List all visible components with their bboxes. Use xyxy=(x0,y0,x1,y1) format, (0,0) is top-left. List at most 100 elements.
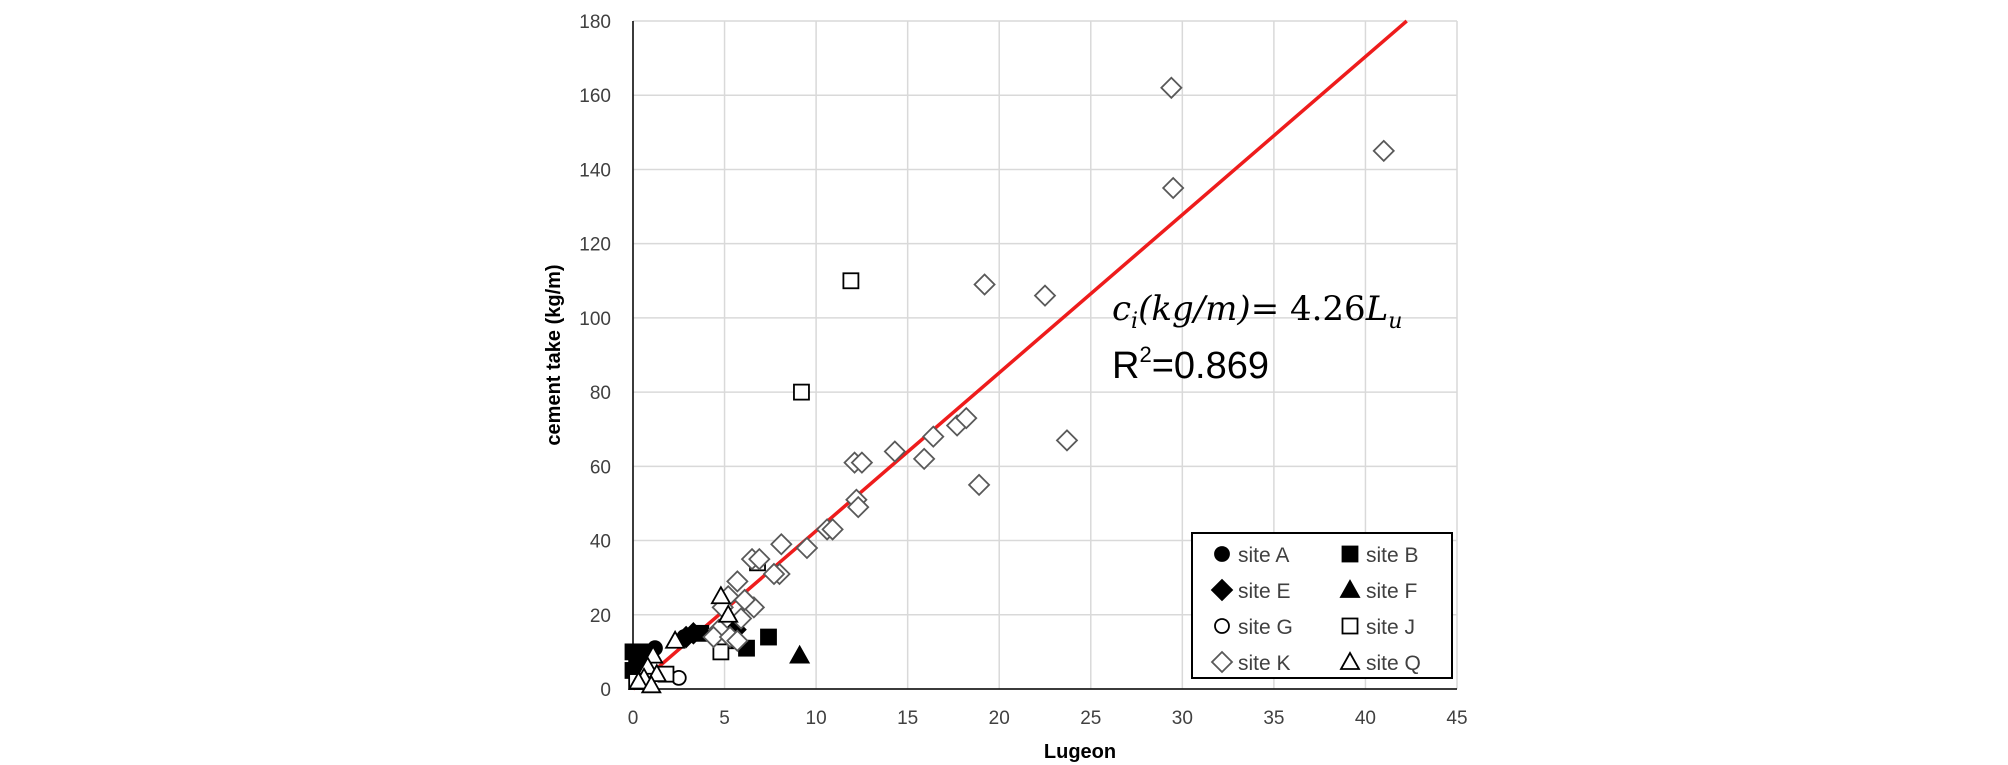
legend: site A site B site E site F site G site J site… xyxy=(1191,532,1453,679)
y-tick-labels: 0 20 40 60 80 100 120 140 160 180 xyxy=(579,12,611,701)
legend-label: site A xyxy=(1238,544,1289,567)
legend-label: site G xyxy=(1238,616,1293,639)
legend-label: site J xyxy=(1366,616,1415,639)
legend-marker xyxy=(1341,545,1359,563)
y-tick-label: 180 xyxy=(579,12,611,33)
legend-item: site J xyxy=(1341,616,1415,639)
data-point-site-k xyxy=(762,562,786,586)
legend-label: site E xyxy=(1238,580,1291,603)
legend-item: site B xyxy=(1341,544,1419,567)
x-tick-label: 5 xyxy=(719,708,730,729)
legend-label: site F xyxy=(1366,580,1417,603)
y-tick-label: 20 xyxy=(590,606,611,627)
trendline-equation: ci(kg/m)= 4.26Lu xyxy=(1112,289,1402,334)
legend-item: site F xyxy=(1339,579,1417,603)
data-point-site-k xyxy=(770,532,793,556)
data-point-site-b xyxy=(631,643,649,661)
legend-box xyxy=(1191,532,1453,679)
x-tick-label: 45 xyxy=(1446,708,1467,729)
data-point-site-k xyxy=(846,495,870,519)
data-point-site-q xyxy=(640,674,662,694)
x-tick-label: 15 xyxy=(897,708,918,729)
x-tick-label: 10 xyxy=(806,708,827,729)
data-point-site-k xyxy=(748,547,771,571)
trendline-group xyxy=(631,19,1408,691)
legend-items: site A site B site E site F site G site J site… xyxy=(1210,544,1421,675)
x-tick-label: 35 xyxy=(1263,708,1284,729)
x-tick-label: 25 xyxy=(1080,708,1101,729)
data-point-site-q xyxy=(627,670,650,690)
y-tick-label: 40 xyxy=(590,532,611,553)
data-markers xyxy=(624,76,1396,694)
x-tick-label: 40 xyxy=(1355,708,1376,729)
eq-lu: L xyxy=(1365,289,1389,329)
legend-marker xyxy=(1210,650,1234,674)
data-point-site-k xyxy=(1161,176,1185,200)
data-point-site-k xyxy=(967,473,991,497)
data-point-site-b xyxy=(760,628,777,646)
data-point-site-k xyxy=(1055,429,1079,452)
y-axis-title: cement take (kg/m) xyxy=(543,264,565,445)
data-point-site-k xyxy=(1372,139,1396,163)
x-tick-label: 20 xyxy=(989,708,1010,729)
legend-marker xyxy=(1214,546,1230,562)
r-squared-label: R2=0.869 xyxy=(1112,342,1269,387)
series-site-e xyxy=(674,618,747,649)
data-point-site-q xyxy=(710,585,732,605)
x-tick-labels: 0 5 10 15 20 25 30 35 40 45 xyxy=(628,708,1468,729)
r2-value: =0.869 xyxy=(1152,345,1269,387)
data-point-site-k xyxy=(973,273,996,296)
data-point-site-q xyxy=(664,629,686,649)
trendline xyxy=(631,19,1408,691)
y-tick-label: 60 xyxy=(590,457,611,478)
data-point-site-k xyxy=(1160,76,1183,100)
eq-ci: c xyxy=(1112,289,1131,329)
r2-sup: 2 xyxy=(1139,342,1151,367)
legend-item: site Q xyxy=(1339,651,1421,675)
y-tick-label: 100 xyxy=(579,309,611,330)
legend-label: site B xyxy=(1366,544,1419,567)
data-point-site-k xyxy=(883,440,907,463)
y-tick-label: 160 xyxy=(579,86,611,107)
data-point-site-k xyxy=(1033,284,1057,307)
data-point-site-q xyxy=(717,603,739,623)
eq-value: = 4.26 xyxy=(1251,289,1366,329)
data-point-site-e xyxy=(682,622,705,645)
data-point-site-k xyxy=(726,570,749,593)
data-point-site-f xyxy=(789,644,811,664)
x-axis-title: Lugeon xyxy=(1044,741,1116,763)
eq-units: (kg/m) xyxy=(1138,289,1251,329)
legend-label: site Q xyxy=(1366,652,1421,675)
legend-item: site E xyxy=(1210,578,1291,603)
legend-marker xyxy=(1214,618,1230,634)
eq-ci-sub: i xyxy=(1131,309,1138,334)
data-point-site-k xyxy=(821,518,844,541)
data-point-site-k xyxy=(795,536,819,560)
legend-marker xyxy=(1341,617,1359,635)
data-point-site-k xyxy=(922,425,945,448)
data-point-site-k xyxy=(954,406,978,430)
series-site-k xyxy=(702,76,1396,653)
x-tick-label: 0 xyxy=(628,708,639,729)
plot-area xyxy=(632,21,1457,690)
y-tick-label: 0 xyxy=(600,680,611,701)
data-point-site-k xyxy=(702,625,725,649)
series-site-f xyxy=(789,644,811,664)
y-tick-label: 120 xyxy=(579,235,611,256)
data-point-site-k xyxy=(912,447,936,471)
data-point-site-k xyxy=(850,451,874,474)
legend-marker xyxy=(1339,651,1361,670)
data-point-site-j xyxy=(712,643,730,661)
legend-label: site K xyxy=(1238,652,1291,675)
x-tick-label: 30 xyxy=(1172,708,1193,729)
legend-item: site G xyxy=(1214,616,1293,639)
r2-r: R xyxy=(1112,345,1139,387)
legend-item: site A xyxy=(1214,544,1289,567)
eq-lu-sub: u xyxy=(1388,309,1402,334)
data-point-site-k xyxy=(726,629,749,653)
legend-item: site K xyxy=(1210,650,1291,675)
legend-marker xyxy=(1210,578,1234,602)
series-site-q xyxy=(627,585,739,694)
legend-marker xyxy=(1339,579,1361,598)
